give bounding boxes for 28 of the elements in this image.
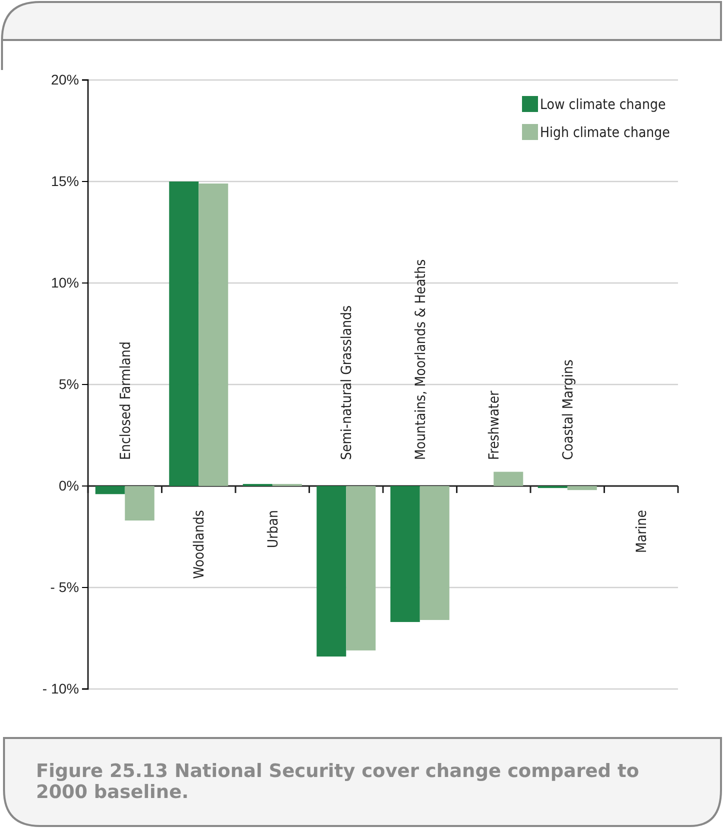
text: Figure 25.13 National Security cover change compared to 2000 baseline. [36, 761, 640, 803]
x-tick-label: Urban [265, 510, 282, 548]
bar [346, 486, 376, 650]
y-tick-label: 0% [58, 477, 79, 494]
legend-label: Low climate change [540, 97, 666, 113]
x-tick-label: Freshwater [486, 390, 503, 460]
y-tick-label: 15% [50, 172, 79, 189]
x-tick-label: Marine [634, 510, 650, 553]
x-tick-label: Mountains, Moorlands & Heaths [412, 259, 429, 460]
bar [169, 182, 199, 486]
x-tick-label: Enclosed Farmland [118, 342, 134, 460]
bar [494, 472, 524, 486]
bar [124, 486, 154, 521]
bar [567, 486, 597, 490]
x-tick-label: Semi-natural Grasslands [339, 305, 356, 460]
y-tick-label: 10% [50, 274, 79, 290]
bar [95, 486, 125, 494]
y-tick-label: 20% [50, 71, 79, 88]
bar [390, 486, 420, 622]
x-tick-label: Woodlands [192, 510, 208, 579]
bar [198, 184, 228, 486]
x-tick-label: Coastal Margins [560, 360, 576, 460]
bar [316, 486, 346, 657]
legend-label: High climate change [540, 125, 670, 141]
y-tick-label: - 10% [42, 680, 79, 696]
y-tick-label: - 5% [50, 578, 79, 595]
bar [420, 486, 450, 620]
y-tick-label: 5% [58, 376, 79, 392]
